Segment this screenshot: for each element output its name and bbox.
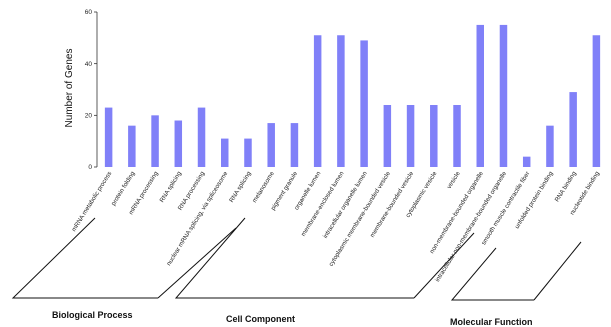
bracket-molecular-function-link (533, 241, 582, 301)
bar (569, 92, 577, 167)
bar (151, 115, 159, 167)
bracket-biological-process (11, 217, 158, 299)
category-label: mRNA metabolic process (71, 170, 114, 233)
bar (197, 107, 206, 167)
bar (290, 123, 299, 167)
bar (128, 125, 136, 167)
bar (476, 24, 484, 167)
y-axis: 0 20 40 60 (85, 9, 98, 171)
bar (453, 105, 461, 167)
bracket-molecular-function (450, 247, 534, 301)
bar (244, 138, 252, 167)
category-label: melanosome (251, 170, 276, 204)
category-label: RNA binding (554, 170, 578, 203)
y-tick-label: 60 (85, 9, 93, 16)
group-label-cell-component: Cell Component (226, 314, 295, 324)
bracket-cell-component (174, 217, 414, 299)
category-label: smooth muscle contractile fiber (480, 170, 531, 246)
category-label: membrane-enclosed lumen (300, 170, 346, 238)
bracket-cell-component-link (413, 232, 475, 299)
bar (522, 156, 531, 167)
bar (430, 105, 438, 167)
bar (499, 24, 508, 167)
category-label: intracellular organelle lumen (322, 170, 369, 240)
category-label: protein folding (110, 170, 137, 207)
bar (267, 123, 275, 167)
bar (174, 120, 183, 167)
bars (104, 24, 601, 167)
category-label: membrane-bounded vesicle (369, 170, 416, 239)
bar (406, 105, 415, 167)
group-brackets (11, 217, 582, 301)
bar (592, 35, 601, 167)
bar (337, 35, 345, 167)
bracket-biological-process-link (157, 227, 237, 299)
category-label: RNA splicing (228, 170, 253, 204)
bar (104, 107, 113, 167)
bar (383, 105, 392, 167)
y-axis-label: Number of Genes (64, 49, 75, 128)
y-tick-label: 0 (88, 164, 92, 171)
bar (221, 138, 229, 167)
bar (313, 35, 322, 167)
bar (360, 40, 368, 167)
category-label: vesicle (446, 170, 462, 190)
group-label-biological-process: Biological Process (52, 310, 133, 320)
bar (546, 125, 554, 167)
y-tick-label: 20 (85, 113, 93, 120)
category-label: RNA splicing (158, 170, 183, 204)
y-tick-label: 40 (85, 61, 93, 68)
group-label-molecular-function: Molecular Function (450, 317, 533, 327)
